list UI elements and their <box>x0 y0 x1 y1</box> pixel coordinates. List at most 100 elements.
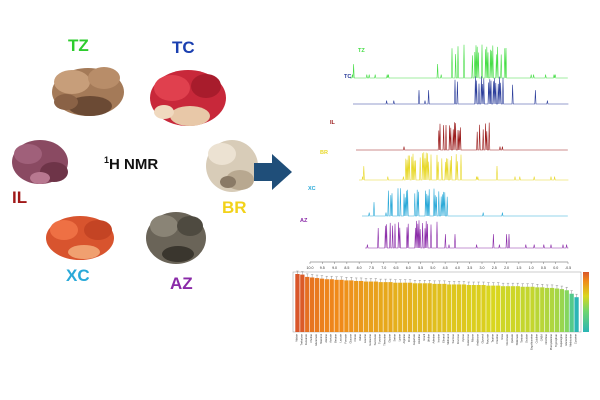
bar-category-label: Sucrose <box>451 333 455 343</box>
bar-category-label: Uracil <box>422 334 426 341</box>
br-mushroom-photo <box>206 140 258 192</box>
bar-serine <box>393 282 398 332</box>
bar-category-label: Serine <box>392 333 396 341</box>
spectra-x-tick-label: 7.0 <box>381 266 386 270</box>
bar-inosine <box>437 283 442 332</box>
spectrum-trace-il <box>356 122 568 151</box>
mushroom-photos <box>12 67 258 264</box>
bar-sucrose <box>451 284 457 332</box>
spectra-x-tick-label: 4.5 <box>443 266 448 270</box>
bar-category-label: Ornithine <box>544 333 548 344</box>
bar-category-label: Uridine <box>427 333 431 342</box>
bar-succinate <box>373 281 378 332</box>
nmr-isotope-superscript: 1 <box>104 155 110 165</box>
bar-tartrate <box>520 286 525 332</box>
bar-category-label: Arginine <box>402 333 406 343</box>
spectrum-trace-tc <box>353 76 569 105</box>
bar-ribose <box>471 285 476 332</box>
sample-label-br: BR <box>222 198 247 217</box>
bar-category-label: Betaine <box>334 333 338 342</box>
bar-category-label: Glycerol <box>481 334 485 344</box>
bar-category-label: Asparagine <box>559 333 563 347</box>
bar-betaine <box>334 279 339 332</box>
bar-cytidine <box>535 287 540 332</box>
spectrum-trace-xc <box>362 188 568 217</box>
bar-malate <box>295 274 300 332</box>
bar-pyruvate <box>486 285 491 332</box>
bar-category-label: Adenine <box>432 333 436 343</box>
bar-threonine <box>383 282 388 332</box>
spectra-x-tick-label: 5.5 <box>418 266 423 270</box>
bar-category-label: Choline <box>309 333 313 342</box>
spectra-x-tick-label: -0.5 <box>565 266 571 270</box>
bar-category-label: Cysteine <box>574 333 578 344</box>
bar-taurine <box>491 285 496 332</box>
bar-acetate <box>329 279 334 332</box>
bar-alanine <box>324 279 329 332</box>
az-mushroom-photo <box>146 212 206 264</box>
bar-glutamate <box>314 278 320 332</box>
spectrum-trace-tz <box>350 44 568 79</box>
bar-glutamine <box>564 290 569 332</box>
bar-histidine <box>417 283 423 332</box>
bar-category-label: Shikimate <box>515 333 519 345</box>
bar-ornithine <box>545 287 550 332</box>
bar-formate <box>344 280 349 332</box>
bar-gaba <box>540 287 545 332</box>
bar-lactate <box>339 279 344 332</box>
bar-category-label: Inosine <box>436 333 440 342</box>
nmr-spectra-stack: TZ TC IL BR XC AZ 10.0 9.5 9.0 8.5 8.0 7.5 7.0 6.5 6.… <box>300 44 571 270</box>
spectra-x-tick-label: 3.0 <box>480 266 485 270</box>
bar-xylose <box>461 284 467 332</box>
spectra-x-tick-label: 8.5 <box>344 266 349 270</box>
bar-category-label: Fumarate <box>304 333 308 345</box>
bar-urea <box>500 286 506 332</box>
spectra-x-tick-label: 1.5 <box>516 266 521 270</box>
spectra-x-tick-label: 0.0 <box>553 266 558 270</box>
bar-category-label: Ergothioneine <box>529 333 533 350</box>
bar-category-label: Citrate <box>353 333 357 341</box>
bar-category-label: Lactate <box>339 333 343 342</box>
spectrum-trace-az <box>365 220 569 249</box>
spectrum-label-xc: XC <box>308 186 316 192</box>
bar-adenine <box>432 283 437 332</box>
bar-category-label: Taurine <box>490 333 494 342</box>
bar-isoleucine <box>368 281 374 332</box>
spectrum-trace-br <box>359 152 569 181</box>
bar-uracil <box>422 283 427 332</box>
spectrum-label-br: BR <box>320 150 328 156</box>
bar-quinate <box>510 286 516 332</box>
bar-category-label: Glucose <box>348 333 352 343</box>
bar-nicotinate <box>505 286 511 332</box>
sample-label-tc: TC <box>172 38 195 57</box>
bar-chart-frame <box>292 271 582 333</box>
bar-category-label: Xylose <box>461 333 465 341</box>
bar-category-label: Leucine <box>363 333 367 343</box>
bar-leucine <box>363 281 369 332</box>
bar-category-label: Malate <box>294 333 298 341</box>
metabolite-bar-chart: Malate Trehalose Fumarate Choline Glutamate M… <box>292 270 589 350</box>
spectra-x-tick-label: 9.0 <box>332 266 337 270</box>
bar-category-label: Nicotinate <box>505 333 509 345</box>
spectrum-label-il: IL <box>330 120 336 126</box>
bar-category-label: Mannitol <box>319 334 323 344</box>
bar-category-label: Histidine <box>417 333 421 344</box>
bar-lysine <box>398 282 403 332</box>
spectra-x-tick-label: 6.5 <box>394 266 399 270</box>
color-scale-legend <box>583 272 589 332</box>
spectrum-label-tc: TC <box>344 74 351 80</box>
bar-category-label: Formate <box>343 333 347 343</box>
bar-category-label: Quinate <box>510 333 514 343</box>
bar-glycine <box>388 282 393 332</box>
bar-category-label: Isoleucine <box>368 333 372 345</box>
bar-category-label: Acetate <box>329 333 333 342</box>
spectra-x-tick-label: 6.0 <box>406 266 411 270</box>
bar-category-label: Pyruvate <box>485 333 489 344</box>
spectra-x-tick-label: 10.0 <box>307 266 314 270</box>
bar-shikimate <box>515 286 520 332</box>
bar-category-label: Fructose <box>456 333 460 344</box>
bar-category-label: Trehalose <box>299 333 303 345</box>
bar-tyrosine <box>378 282 383 332</box>
bar-category-label: Arabinose <box>476 333 480 345</box>
